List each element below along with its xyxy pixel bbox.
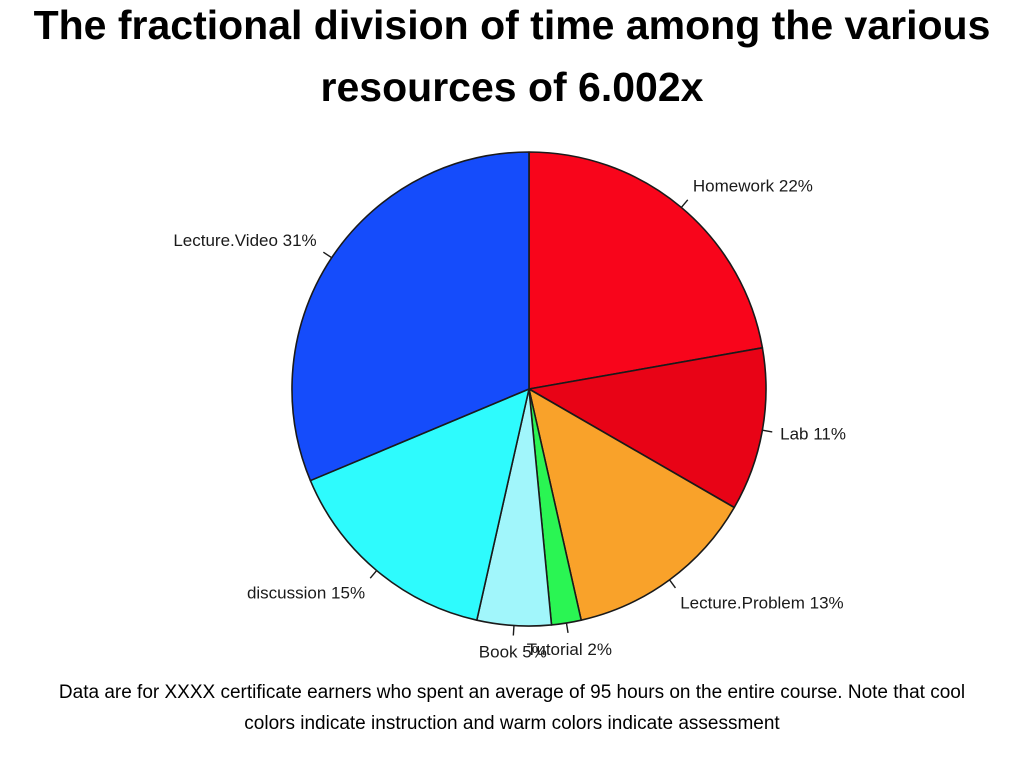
- pie-label-lab: Lab 11%: [780, 424, 846, 443]
- pie-label-lecture-problem: Lecture.Problem 13%: [680, 593, 843, 612]
- pie-tick-lecture-video: [322, 251, 333, 259]
- pie-slice-lab: [528, 347, 767, 509]
- pie-tick-book: [512, 625, 515, 636]
- pie-tick-lab: [762, 429, 773, 433]
- pie-tick-discussion: [369, 570, 378, 579]
- pie-label-discussion: discussion 15%: [247, 583, 365, 602]
- pie-tick-tutorial: [565, 622, 569, 634]
- pie-label-homework: Homework 22%: [693, 177, 813, 196]
- pie-label-lecture-video: Lecture.Video 31%: [173, 231, 316, 250]
- pie-tick-lecture-problem: [668, 579, 677, 589]
- pie-slices: [291, 151, 767, 627]
- pie-label-book: Book 5%: [479, 642, 547, 661]
- pie-slice-lecture-video: [291, 151, 530, 482]
- pie-tick-homework: [680, 199, 689, 208]
- pie-label-tutorial: Tutorial 2%: [527, 640, 612, 659]
- pie-labels: Homework 22% Lab 11% Lecture.Problem 13% Tu…: [173, 177, 846, 662]
- slide-caption: Data are for XXXX certificate earners wh…: [58, 682, 966, 734]
- slide-title: The fractional division of time among th…: [33, 2, 991, 110]
